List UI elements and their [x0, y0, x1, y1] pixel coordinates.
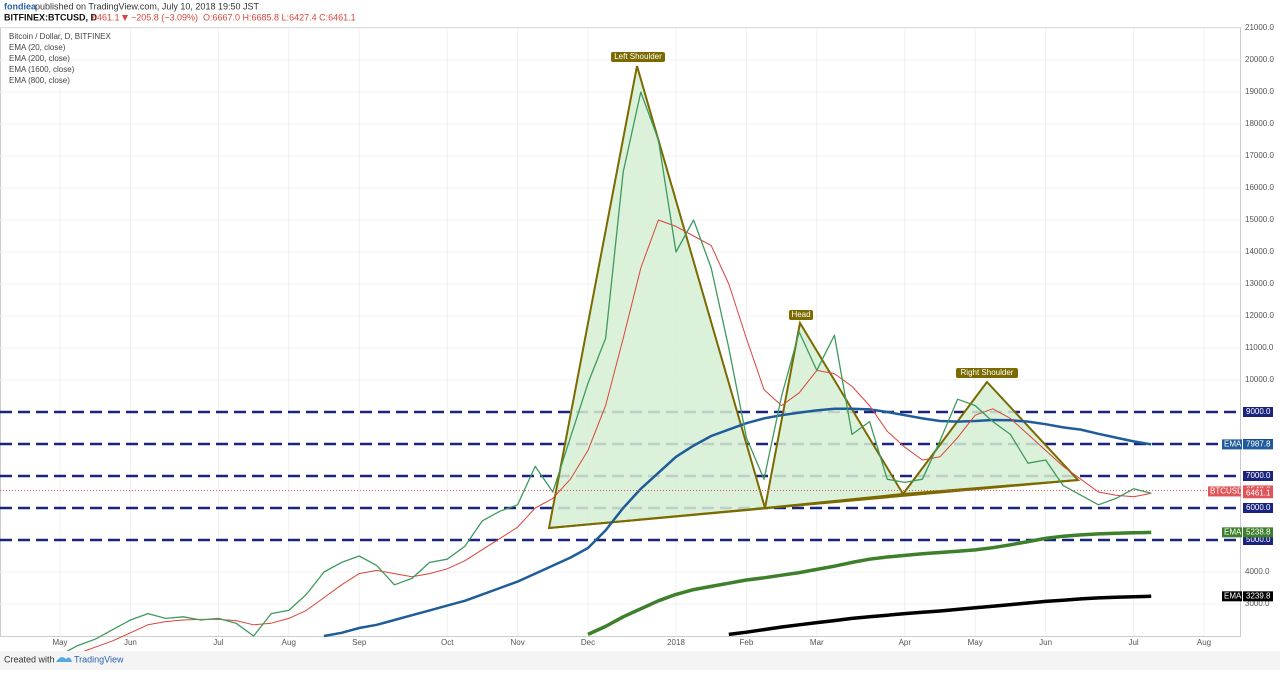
y-tick-label: 11000.0 — [1245, 343, 1274, 352]
x-tick-label: Aug — [1197, 638, 1211, 647]
y-tick-label: 13000.0 — [1245, 279, 1274, 288]
price-tag-name: EMA — [1224, 439, 1242, 448]
price-tag-name: EMA — [1224, 527, 1242, 536]
legend-entry: EMA (20, close) — [9, 43, 66, 52]
x-tick-label: Apr — [899, 638, 912, 647]
x-tick-label: Jul — [213, 638, 223, 647]
legend-entry: EMA (200, close) — [9, 54, 70, 63]
y-tick-label: 18000.0 — [1245, 119, 1274, 128]
down-arrow — [122, 15, 128, 21]
ohlc: O:6667.0 H:6685.8 L:6427.4 C:6461.1 — [203, 12, 356, 22]
x-tick-label: May — [968, 638, 983, 647]
price-tag-name-box — [1222, 439, 1242, 450]
created-with: Created with — [4, 654, 55, 664]
level-label: 5000.0 — [1246, 535, 1271, 544]
level-tag — [1243, 407, 1273, 417]
level-tag — [1243, 535, 1273, 545]
x-tick-label: Dec — [581, 638, 595, 647]
annotation: Left Shoulder — [614, 52, 662, 61]
price-tag-label: 3239.8 — [1246, 591, 1271, 600]
price-tag — [1243, 439, 1273, 450]
level-tag — [1243, 471, 1273, 481]
series-tag: BTCUSD — [1210, 487, 1243, 496]
y-tick-label: 21000.0 — [1245, 23, 1274, 32]
x-tick-label: May — [52, 638, 67, 647]
x-tick-label: Jun — [1039, 638, 1052, 647]
x-tick-label: Oct — [441, 638, 454, 647]
symbol: BITFINEX:BTCUSD, D — [4, 12, 97, 22]
y-tick-label: 20000.0 — [1245, 55, 1274, 64]
y-tick-label: 15000.0 — [1245, 215, 1274, 224]
y-tick-label: 16000.0 — [1245, 183, 1274, 192]
price-tag-label: 7987.8 — [1246, 439, 1271, 448]
change: −205.8 (−3.09%) — [131, 12, 198, 22]
annotation-box — [611, 52, 665, 62]
price-tag — [1243, 591, 1273, 602]
y-tick-label: 19000.0 — [1245, 87, 1274, 96]
series-line — [587, 530, 1152, 636]
x-tick-label: Aug — [282, 638, 296, 647]
x-tick-label: Jul — [1128, 638, 1138, 647]
annotation-box — [956, 368, 1018, 378]
brand[interactable]: TradingView — [74, 654, 124, 664]
y-tick-label: 10000.0 — [1245, 375, 1274, 384]
x-tick-label: Jun — [124, 638, 137, 647]
author[interactable]: fondiea — [4, 1, 37, 11]
footer — [0, 651, 1280, 670]
level-tag — [1243, 503, 1273, 513]
annotation: Right Shoulder — [961, 368, 1014, 377]
neckline — [548, 479, 1079, 529]
logo — [56, 657, 72, 662]
x-tick-label: Feb — [740, 638, 754, 647]
chart-title: Bitcoin / Dollar, D, BITFINEX — [9, 32, 111, 41]
x-tick-label: Sep — [352, 638, 367, 647]
price-tag-label: 6461.1 — [1246, 488, 1271, 497]
level-label: 6000.0 — [1246, 503, 1271, 512]
y-tick-label: 14000.0 — [1245, 247, 1274, 256]
published: published on TradingView.com, July 10, 2… — [35, 1, 259, 11]
series-line — [728, 594, 1152, 637]
price-tag-label: 5238.8 — [1246, 527, 1271, 536]
price-tag — [1243, 527, 1273, 538]
price-tag-name: EMA — [1224, 591, 1242, 600]
annotation: Head — [791, 310, 810, 319]
y-tick-label: 3000.0 — [1245, 599, 1270, 608]
y-tick-label: 12000.0 — [1245, 311, 1274, 320]
plot — [0, 91, 1240, 659]
annotation-box — [789, 310, 813, 320]
legend-entry: EMA (800, close) — [9, 76, 70, 85]
price-tag — [1243, 488, 1273, 499]
series-line — [59, 219, 1152, 659]
level-label: 7000.0 — [1246, 471, 1271, 480]
x-tick-label: Mar — [810, 638, 824, 647]
price-tag-name-box — [1222, 591, 1242, 602]
y-tick-label: 17000.0 — [1245, 151, 1274, 160]
y-tick-label: 4000.0 — [1245, 567, 1270, 576]
legend-entry: EMA (1600, close) — [9, 65, 75, 74]
x-tick-label: Nov — [510, 638, 524, 647]
x-tick-label: 2018 — [667, 638, 685, 647]
last-price: 6461.1 — [92, 12, 120, 22]
series-tag-box — [1208, 486, 1241, 497]
series-line — [59, 91, 1152, 656]
level-label: 9000.0 — [1246, 407, 1271, 416]
price-tag-name-box — [1222, 527, 1242, 538]
